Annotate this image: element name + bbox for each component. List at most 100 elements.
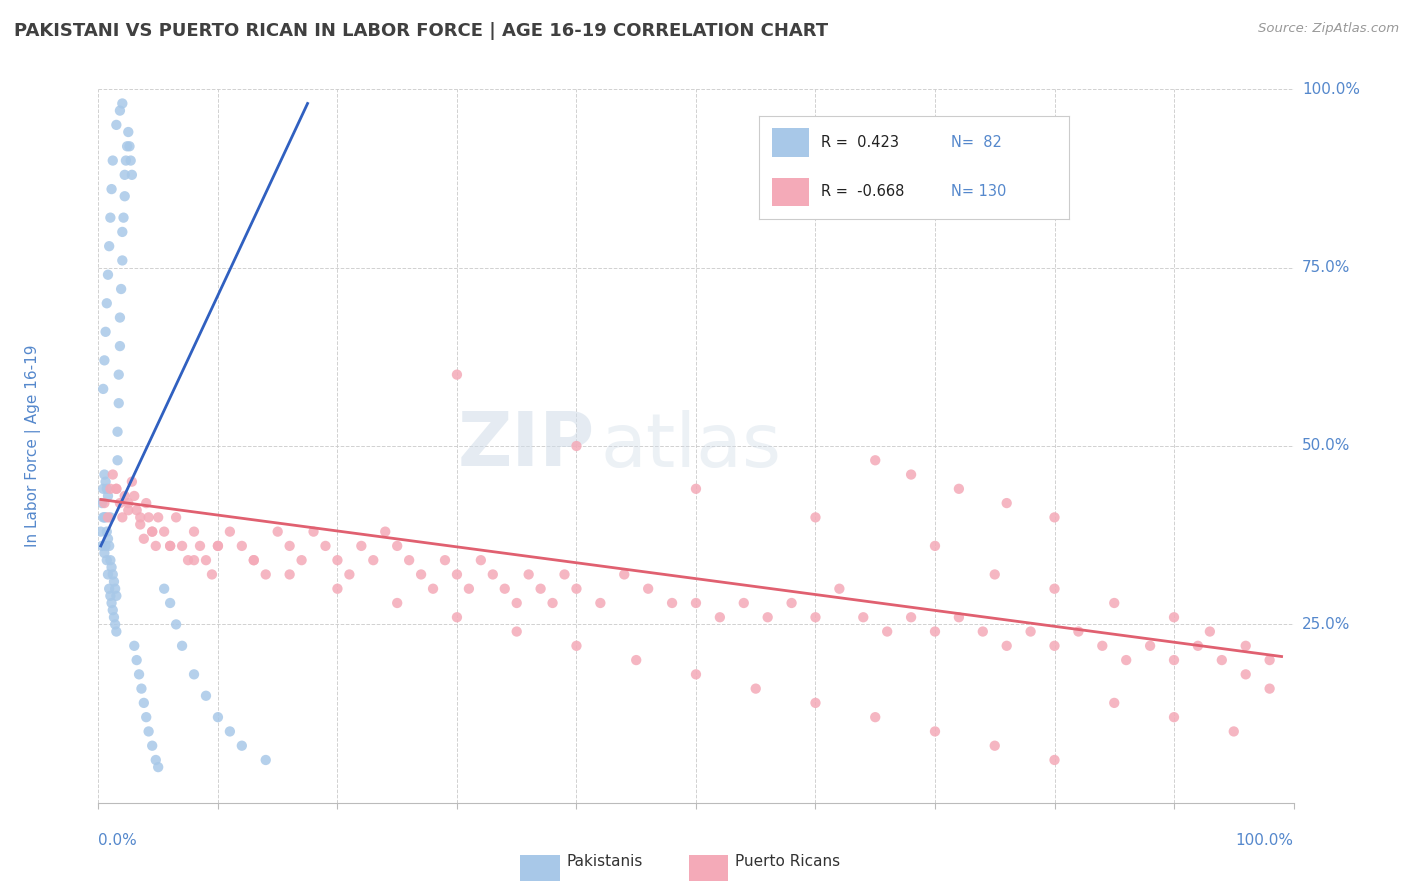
Point — [685, 667, 707, 681]
Point — [804, 610, 827, 624]
Point — [105, 589, 128, 603]
Point — [506, 624, 529, 639]
Point — [117, 496, 139, 510]
Point — [114, 489, 136, 503]
Point — [96, 296, 118, 310]
Point — [117, 125, 139, 139]
Point — [243, 553, 266, 567]
Point — [1043, 510, 1066, 524]
Point — [114, 168, 136, 182]
Point — [326, 582, 349, 596]
Point — [107, 368, 129, 382]
Point — [138, 510, 160, 524]
Point — [1187, 639, 1209, 653]
Point — [385, 596, 409, 610]
Point — [1102, 696, 1125, 710]
Point — [637, 582, 659, 596]
Point — [98, 582, 121, 596]
Point — [165, 510, 187, 524]
Point — [494, 582, 516, 596]
Point — [90, 524, 112, 539]
Point — [1234, 667, 1257, 681]
Point — [124, 639, 146, 653]
Text: Puerto Ricans: Puerto Ricans — [735, 855, 841, 869]
Point — [124, 489, 146, 503]
Point — [863, 710, 886, 724]
Point — [94, 325, 117, 339]
Point — [446, 368, 468, 382]
Point — [828, 582, 851, 596]
Point — [153, 524, 176, 539]
Point — [243, 553, 266, 567]
Point — [948, 482, 970, 496]
Point — [120, 153, 142, 168]
Point — [91, 382, 114, 396]
Point — [1043, 639, 1066, 653]
Point — [983, 739, 1005, 753]
Point — [115, 139, 138, 153]
Point — [98, 211, 122, 225]
Point — [1211, 653, 1233, 667]
Point — [98, 589, 122, 603]
Point — [481, 567, 505, 582]
Point — [529, 582, 551, 596]
Point — [565, 439, 588, 453]
Point — [661, 596, 683, 610]
Point — [685, 482, 707, 496]
Point — [1258, 681, 1281, 696]
Point — [108, 310, 131, 325]
Point — [104, 617, 127, 632]
Point — [121, 475, 143, 489]
Point — [135, 710, 157, 724]
Point — [115, 153, 138, 168]
Point — [995, 496, 1018, 510]
Point — [108, 339, 131, 353]
Point — [804, 696, 827, 710]
Point — [131, 681, 153, 696]
Point — [446, 610, 468, 624]
Text: 25.0%: 25.0% — [1302, 617, 1350, 632]
Point — [804, 510, 827, 524]
Text: 75.0%: 75.0% — [1302, 260, 1350, 275]
Text: 100.0%: 100.0% — [1302, 82, 1360, 96]
Point — [972, 624, 994, 639]
Point — [315, 539, 337, 553]
Point — [96, 553, 118, 567]
Point — [128, 667, 150, 681]
Point — [554, 567, 576, 582]
Point — [207, 539, 229, 553]
Point — [852, 610, 875, 624]
Point — [165, 617, 187, 632]
Point — [112, 211, 135, 225]
Point — [97, 510, 120, 524]
Point — [458, 582, 481, 596]
Point — [98, 482, 122, 496]
Point — [1163, 710, 1185, 724]
Point — [876, 624, 898, 639]
Point — [924, 724, 946, 739]
Point — [1043, 582, 1066, 596]
Point — [91, 482, 114, 496]
Point — [983, 567, 1005, 582]
Point — [141, 739, 163, 753]
Point — [709, 610, 731, 624]
Point — [97, 532, 120, 546]
Text: ZIP: ZIP — [457, 409, 595, 483]
Point — [91, 539, 114, 553]
Point — [100, 182, 122, 196]
Text: Pakistanis: Pakistanis — [567, 855, 643, 869]
Point — [194, 553, 217, 567]
Point — [1139, 639, 1161, 653]
Point — [91, 496, 114, 510]
Point — [924, 539, 946, 553]
Point — [98, 539, 121, 553]
Point — [1115, 653, 1137, 667]
Point — [183, 524, 205, 539]
Point — [101, 467, 124, 482]
Point — [148, 510, 170, 524]
Point — [94, 539, 117, 553]
Point — [145, 753, 167, 767]
Point — [93, 546, 115, 560]
Point — [433, 553, 456, 567]
Point — [101, 603, 124, 617]
